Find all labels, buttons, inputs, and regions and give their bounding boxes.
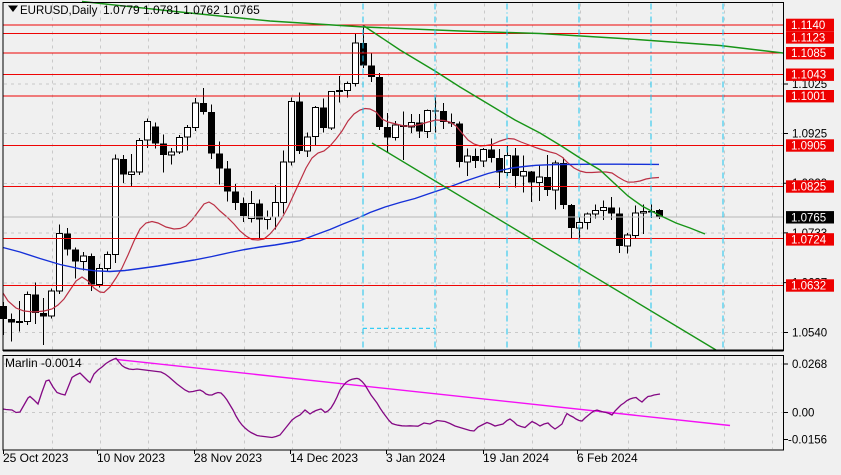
svg-text:0.00: 0.00: [792, 408, 814, 420]
svg-text:3 Jan 2024: 3 Jan 2024: [386, 451, 446, 465]
svg-text:1.0724: 1.0724: [791, 234, 827, 246]
svg-text:14 Dec 2023: 14 Dec 2023: [290, 451, 358, 465]
svg-text:1.1140: 1.1140: [791, 20, 825, 32]
svg-text:10 Nov 2023: 10 Nov 2023: [97, 451, 165, 465]
svg-text:28 Nov 2023: 28 Nov 2023: [194, 451, 262, 465]
svg-text:1.0825: 1.0825: [791, 182, 826, 194]
svg-text:1.0632: 1.0632: [791, 281, 826, 293]
svg-text:1.1085: 1.1085: [791, 48, 826, 60]
svg-text:25 Oct 2023: 25 Oct 2023: [3, 451, 69, 465]
svg-text:Marlin -0.0014: Marlin -0.0014: [5, 356, 82, 370]
svg-text:1.1043: 1.1043: [791, 70, 826, 82]
svg-text:6 Feb 2024: 6 Feb 2024: [577, 451, 638, 465]
svg-text:1.0779 1.0781 1.0762 1.0765: 1.0779 1.0781 1.0762 1.0765: [103, 3, 260, 17]
svg-text:1.1001: 1.1001: [791, 91, 826, 103]
svg-text:1.0540: 1.0540: [792, 328, 827, 340]
svg-text:1.1123: 1.1123: [791, 32, 825, 44]
svg-text:-0.0156: -0.0156: [788, 435, 827, 447]
svg-text:19 Jan 2024: 19 Jan 2024: [483, 451, 549, 465]
svg-text:1.1025: 1.1025: [792, 79, 827, 91]
svg-text:EURUSD,Daily: EURUSD,Daily: [20, 5, 98, 17]
svg-text:1.0905: 1.0905: [791, 141, 826, 153]
svg-text:1.0925: 1.0925: [792, 129, 827, 141]
svg-text:1.0765: 1.0765: [791, 212, 826, 224]
svg-text:0.0268: 0.0268: [792, 359, 827, 371]
